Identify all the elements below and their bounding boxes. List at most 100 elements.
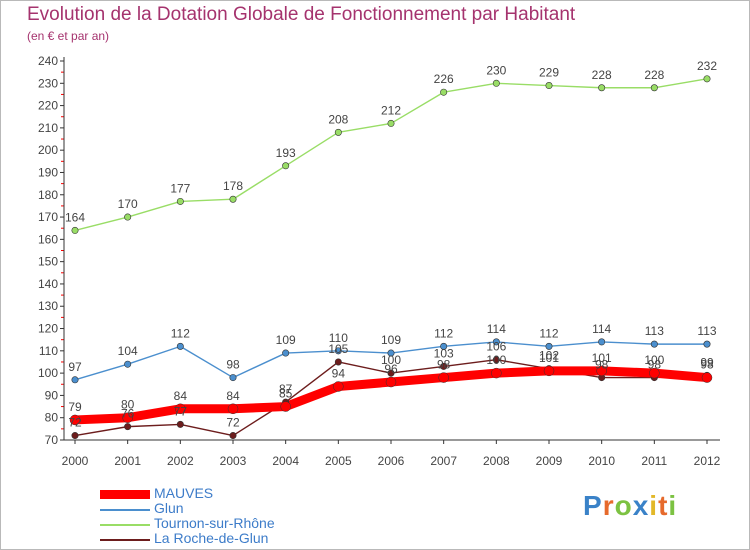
data-point-mauves [438, 372, 449, 383]
data-label-mauves: 100 [486, 353, 506, 367]
data-point-laroche [71, 432, 79, 440]
data-label-tournon: 178 [223, 179, 243, 193]
data-label-glun: 109 [276, 333, 296, 347]
x-tick-label: 2001 [114, 454, 141, 468]
x-tick-label: 2009 [536, 454, 563, 468]
y-tick-label: 170 [38, 210, 58, 224]
data-point-tournon [229, 195, 237, 203]
legend-swatch-laroche [100, 539, 150, 541]
data-point-tournon [650, 84, 658, 92]
data-point-laroche [387, 369, 395, 377]
data-point-mauves [491, 367, 502, 379]
data-label-tournon: 228 [644, 68, 664, 82]
y-tick-label: 130 [38, 299, 58, 313]
legend-label-tournon: Tournon-sur-Rhône [154, 515, 275, 531]
data-label-laroche: 102 [539, 349, 559, 363]
data-point-tournon [387, 119, 395, 127]
data-point-glun [545, 342, 553, 350]
x-tick-label: 2005 [325, 454, 352, 468]
data-label-glun: 112 [171, 326, 190, 340]
data-point-laroche [229, 432, 237, 440]
data-point-mauves [543, 365, 555, 377]
data-label-laroche: 103 [434, 346, 454, 360]
data-point-glun [650, 340, 658, 348]
data-label-mauves: 85 [279, 387, 293, 401]
data-point-laroche [492, 356, 500, 364]
data-label-laroche: 72 [226, 416, 240, 430]
data-label-laroche: 99 [700, 355, 714, 369]
data-point-mauves [280, 401, 291, 412]
data-label-laroche: 76 [121, 407, 135, 421]
data-point-glun [598, 338, 606, 346]
y-tick-label: 70 [45, 433, 59, 447]
data-point-mauves [385, 376, 397, 388]
proxiti-logo: Proxiti [583, 490, 678, 521]
y-tick-label: 210 [38, 121, 58, 135]
data-point-tournon [176, 197, 184, 205]
y-tick-label: 200 [38, 143, 58, 157]
x-tick-label: 2002 [167, 454, 194, 468]
data-point-glun [440, 342, 448, 350]
data-label-mauves: 101 [592, 351, 612, 365]
data-label-mauves: 79 [68, 400, 82, 414]
y-tick-label: 120 [38, 322, 58, 336]
data-point-glun [282, 349, 290, 357]
data-label-laroche: 72 [68, 416, 82, 430]
legend-label-mauves: MAUVES [154, 485, 214, 501]
data-labels: 164 170 177 178 193 208 212 226 230 229 228 228 232 9… [65, 59, 717, 430]
y-tick-label: 110 [39, 344, 58, 358]
data-point-mauves [122, 412, 133, 423]
series-points [69, 75, 713, 440]
y-tick-label: 150 [38, 255, 58, 269]
data-label-glun: 114 [487, 322, 506, 336]
data-point-glun [387, 349, 395, 357]
data-label-laroche: 106 [486, 340, 506, 354]
data-point-laroche [176, 420, 184, 428]
data-label-tournon: 228 [592, 68, 612, 82]
y-tick-label: 240 [38, 54, 58, 68]
data-label-tournon: 212 [381, 103, 401, 117]
data-label-mauves: 84 [174, 389, 188, 403]
chart-title: Evolution de la Dotation Globale de Fonc… [27, 4, 576, 25]
data-label-laroche: 98 [595, 358, 609, 372]
data-label-laroche: 87 [279, 382, 293, 396]
x-tick-label: 2011 [641, 454, 667, 468]
y-tick-label: 160 [38, 232, 58, 246]
data-label-tournon: 170 [118, 197, 138, 211]
data-label-glun: 97 [68, 360, 82, 374]
y-tick-label: 90 [45, 388, 59, 402]
data-label-mauves: 100 [644, 353, 664, 367]
legend-label-glun: Glun [154, 500, 184, 516]
data-label-mauves: 80 [121, 398, 135, 412]
y-tick-label: 80 [45, 411, 59, 425]
data-point-mauves [175, 403, 186, 415]
data-label-tournon: 229 [539, 66, 559, 80]
data-label-mauves: 84 [226, 389, 240, 403]
chart-subtitle: (en € et par an) [27, 29, 110, 43]
data-point-tournon [334, 128, 342, 136]
data-label-glun: 98 [226, 358, 240, 372]
legend-swatch-tournon [100, 524, 150, 526]
series-line-tournon [74, 78, 708, 232]
data-point-glun [71, 376, 79, 384]
data-label-mauves: 98 [700, 358, 714, 372]
data-point-laroche [124, 423, 132, 431]
data-point-laroche [440, 362, 448, 370]
data-point-glun [492, 338, 500, 346]
data-label-tournon: 177 [170, 181, 190, 195]
y-axis-labels: 70 80 90 100 110 120 130 140 150 160 170 180 190 200 2… [38, 54, 58, 447]
data-point-mauves [227, 403, 239, 415]
x-tick-label: 2006 [378, 454, 405, 468]
data-point-tournon [440, 88, 448, 96]
data-label-laroche: 100 [381, 353, 401, 367]
x-tick-label: 2010 [588, 454, 615, 468]
data-label-laroche: 105 [328, 342, 348, 356]
data-point-glun [176, 342, 184, 350]
data-label-tournon: 226 [434, 72, 454, 86]
data-point-tournon [598, 84, 606, 92]
data-label-tournon: 164 [65, 210, 85, 224]
data-point-glun [124, 360, 132, 368]
data-point-glun [229, 374, 237, 382]
